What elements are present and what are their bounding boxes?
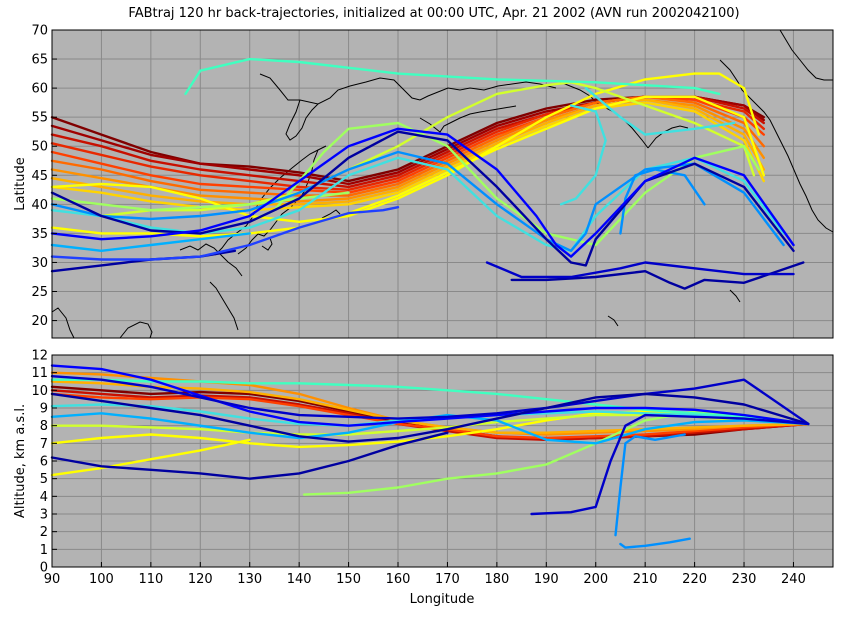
altitude-ytick-label: 2	[40, 525, 48, 540]
altitude-ytick-label: 11	[31, 366, 48, 381]
altitude-xtick-label: 200	[583, 572, 608, 587]
altitude-ylabel: Altitude, km a.s.l.	[13, 404, 28, 518]
map-ytick-label: 40	[31, 198, 48, 213]
map-trajectory-7	[50, 98, 765, 206]
chart-title: FABtraj 120 hr back-trajectories, initia…	[128, 6, 739, 21]
coastline-asia	[51, 73, 557, 339]
map-ytick-label: 35	[31, 227, 48, 242]
altitude-ytick-label: 1	[40, 543, 48, 558]
altitude-ytick-label: 12	[31, 349, 48, 364]
altitude-ytick-label: 9	[40, 402, 48, 417]
altitude-ytick-label: 3	[40, 508, 48, 523]
map-trajectory-25	[50, 205, 400, 261]
altitude-xtick-label: 210	[633, 572, 658, 587]
altitude-trajectory-13	[619, 537, 691, 549]
map-panel: 20 25 30 35 40 45 50 55 60 65 70 Latitude	[13, 24, 834, 339]
altitude-ytick-label: 8	[40, 419, 48, 434]
map-trajectory-4	[50, 95, 765, 194]
altitude-xtick-label: 120	[188, 572, 213, 587]
map-ytick-label: 20	[31, 314, 48, 329]
map-ytick-label: 50	[31, 140, 48, 155]
altitude-ytick-label: 4	[40, 490, 48, 505]
map-ytick-label: 25	[31, 285, 48, 300]
altitude-xlabel: Longitude	[410, 592, 475, 607]
map-trajectory-8	[50, 101, 765, 212]
altitude-ytick-label: 7	[40, 437, 48, 452]
altitude-xtick-label: 110	[138, 572, 163, 587]
altitude-trajectory-12	[614, 433, 686, 537]
map-trajectory-11	[100, 81, 756, 218]
altitude-trajectory-16	[50, 392, 810, 443]
altitude-xtick-label: 180	[484, 572, 509, 587]
map-trajectory-24	[50, 127, 795, 258]
altitude-trajectory-15	[50, 375, 810, 426]
altitude-xtick-label: 190	[534, 572, 559, 587]
map-plot-area	[52, 30, 833, 338]
map-ytick-label: 30	[31, 256, 48, 271]
map-yticks: 20 25 30 35 40 45 50 55 60 65 70	[31, 24, 57, 329]
map-ytick-label: 70	[31, 24, 48, 39]
map-trajectory-6	[50, 98, 765, 203]
altitude-xtick-label: 90	[44, 572, 61, 587]
altitude-xtick-label: 240	[781, 572, 806, 587]
altitude-series	[50, 364, 810, 549]
map-ytick-label: 60	[31, 82, 48, 97]
map-grid	[52, 30, 833, 338]
altitude-xtick-label: 160	[386, 572, 411, 587]
map-trajectory-10	[50, 95, 765, 238]
map-ylabel: Latitude	[13, 157, 28, 211]
map-trajectory-23	[510, 261, 805, 290]
altitude-ytick-label: 6	[40, 455, 48, 470]
map-frame	[51, 29, 834, 339]
altitude-xtick-label: 170	[435, 572, 460, 587]
map-trajectory-16	[584, 86, 736, 136]
altitude-grid	[52, 355, 833, 567]
altitude-xtick-label: 100	[89, 572, 114, 587]
map-ytick-label: 45	[31, 169, 48, 184]
map-trajectory-15	[559, 104, 607, 206]
altitude-xtick-label: 130	[237, 572, 262, 587]
altitude-xticks: 90 100 110 120 130 140 150 160 170 180 190 200 210 22…	[44, 562, 806, 587]
map-ytick-label: 55	[31, 111, 48, 126]
map-trajectory-20	[50, 232, 251, 253]
altitude-xtick-label: 140	[287, 572, 312, 587]
altitude-trajectory-18	[530, 413, 810, 516]
map-trajectory-9	[50, 72, 761, 224]
altitude-ytick-label: 5	[40, 472, 48, 487]
altitude-trajectory-6	[50, 438, 251, 477]
altitude-xtick-label: 230	[732, 572, 757, 587]
map-trajectory-26	[485, 261, 795, 279]
altitude-xtick-label: 150	[336, 572, 361, 587]
altitude-trajectory-9	[50, 378, 810, 426]
map-trajectory-5	[50, 95, 765, 197]
altitude-trajectory-14	[50, 364, 810, 427]
altitude-ytick-label: 10	[31, 384, 48, 399]
altitude-trajectory-2	[50, 392, 810, 440]
map-trajectory-14	[184, 57, 721, 96]
map-ytick-label: 65	[31, 53, 48, 68]
map-trajectory-18	[50, 150, 785, 253]
altitude-ytick-label: 0	[40, 561, 48, 576]
altitude-xtick-label: 220	[682, 572, 707, 587]
altitude-trajectory-17	[50, 431, 449, 480]
map-series	[50, 57, 805, 290]
